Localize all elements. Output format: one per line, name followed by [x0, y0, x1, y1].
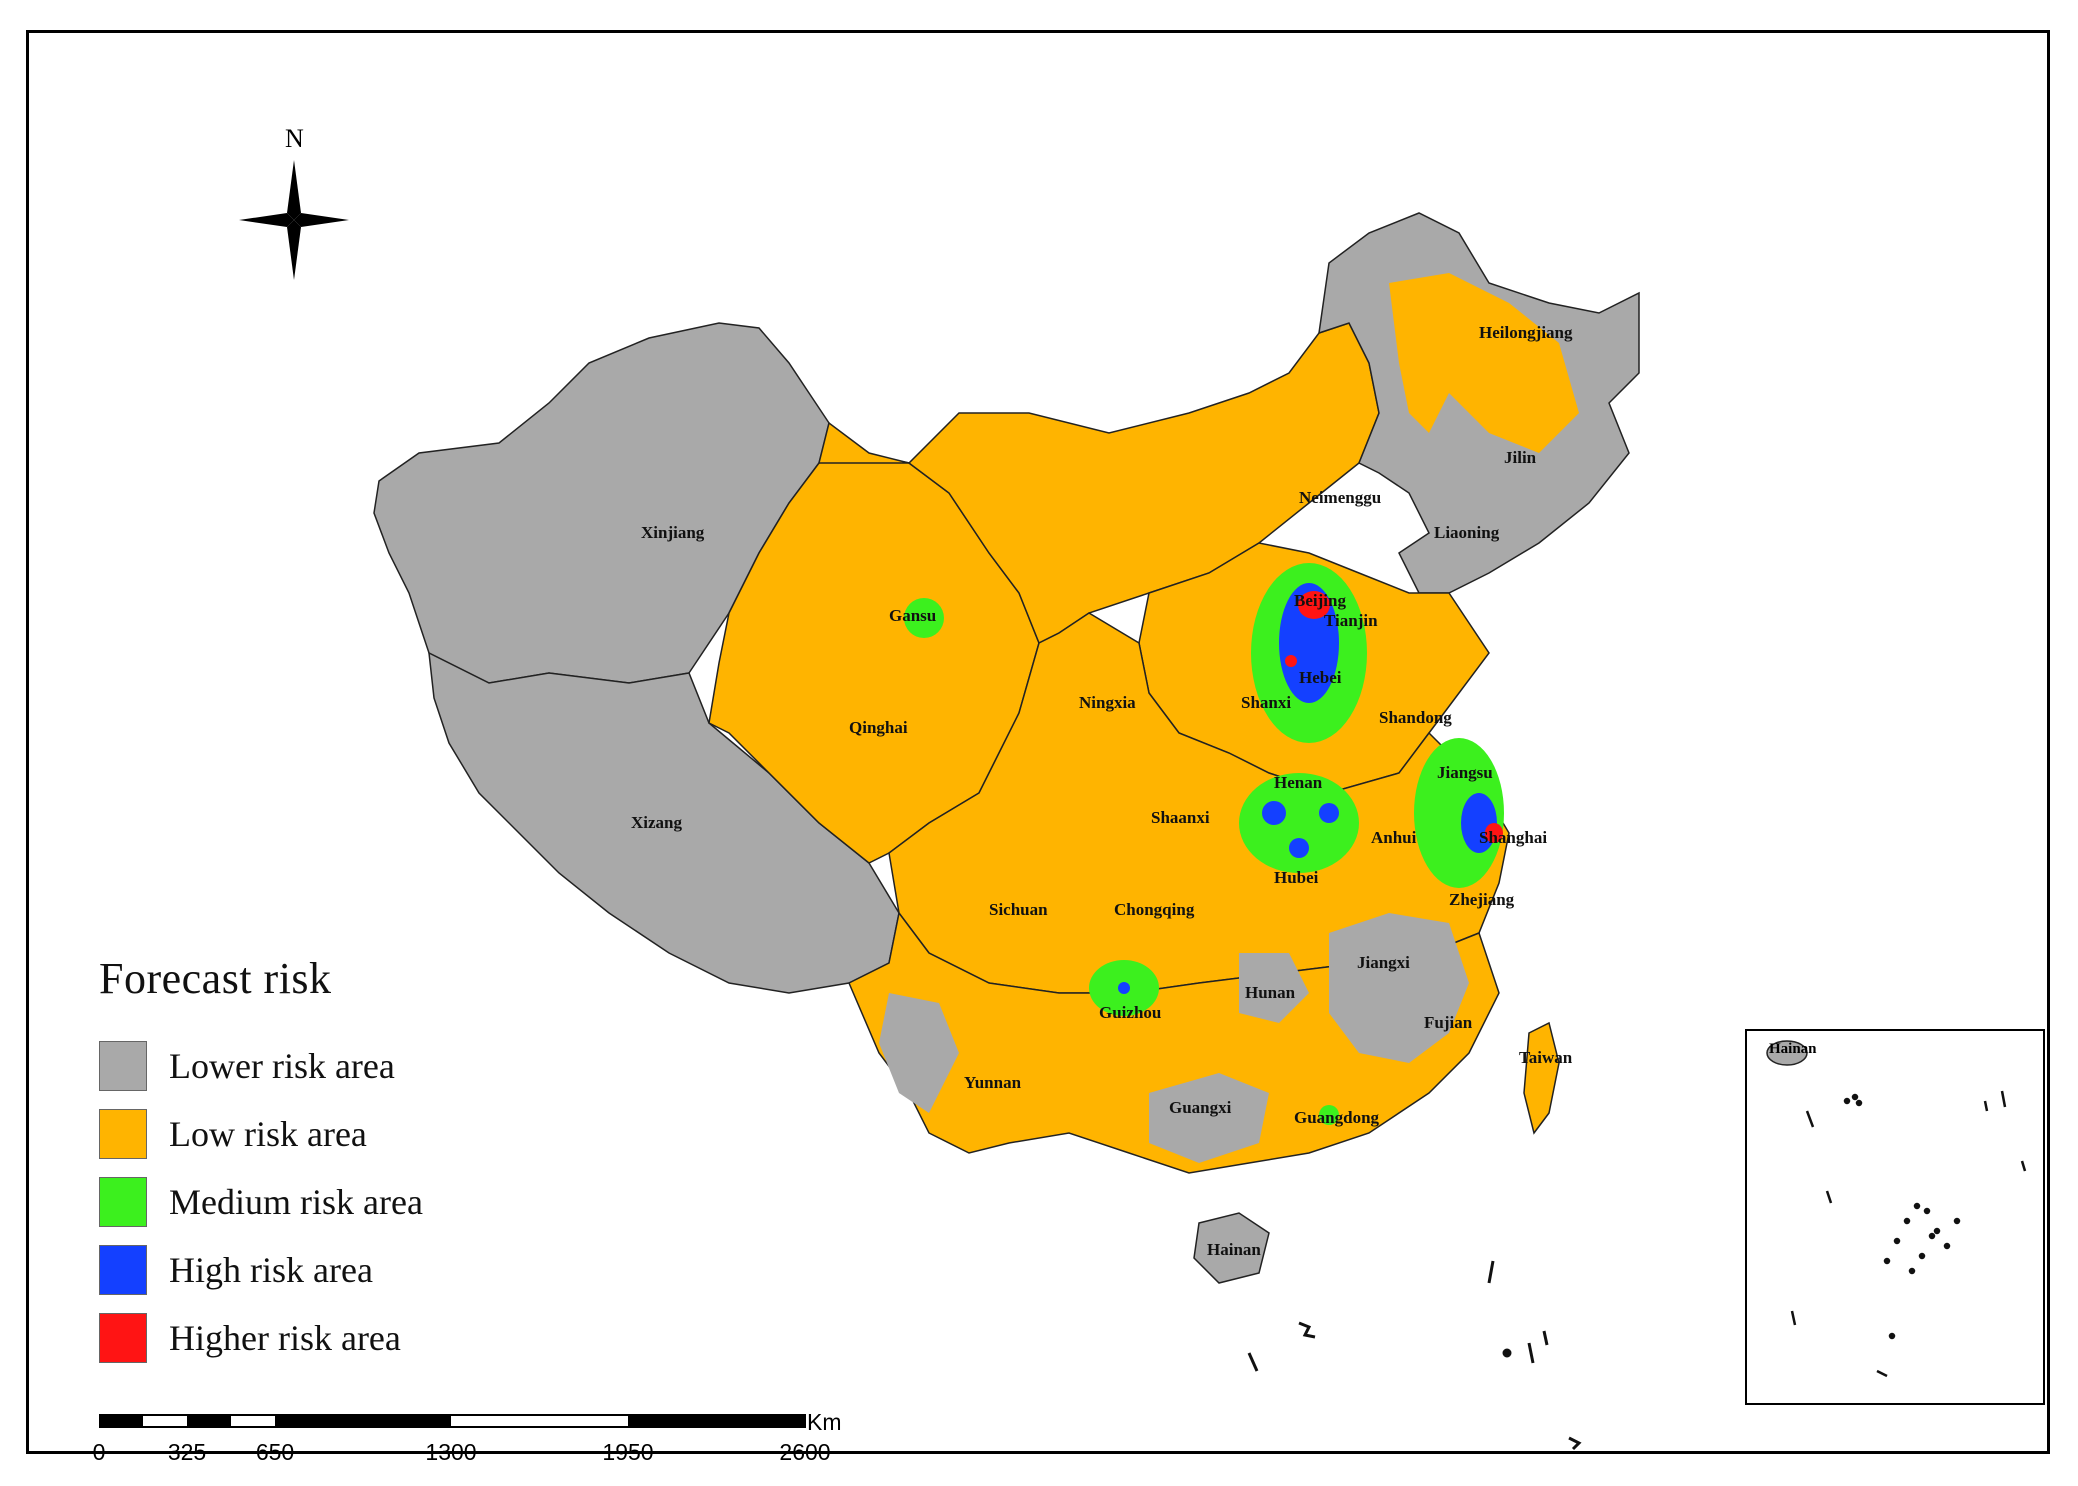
label-fujian: Fujian — [1424, 1013, 1473, 1032]
label-sichuan: Sichuan — [989, 900, 1048, 919]
legend-swatch — [99, 1177, 147, 1227]
label-jiangsu: Jiangsu — [1437, 763, 1493, 782]
hotspot-medium — [1239, 773, 1359, 873]
hotspot-high — [1319, 803, 1339, 823]
scale-tick: 2600 — [779, 1439, 831, 1465]
hotspot-higher — [1485, 823, 1503, 843]
legend-item-high: High risk area — [99, 1236, 423, 1304]
legend-item-medium: Medium risk area — [99, 1168, 423, 1236]
region-heilongjiang-low — [1389, 273, 1579, 453]
legend-label: Low risk area — [169, 1114, 367, 1154]
hotspot-medium — [904, 598, 944, 638]
scale-unit: Km — [807, 1409, 842, 1435]
scale-tick: 1950 — [602, 1439, 654, 1465]
legend-swatch — [99, 1041, 147, 1091]
risk-hotspots — [904, 563, 1504, 1125]
legend-label: High risk area — [169, 1250, 373, 1290]
label-beijing: Beijing — [1294, 591, 1346, 610]
legend-label: Higher risk area — [169, 1318, 401, 1358]
hotspot-higher — [1298, 591, 1330, 619]
label-liaoning: Liaoning — [1434, 523, 1500, 542]
hotspot-high — [1118, 982, 1130, 994]
inset-map: Hainan — [1745, 1029, 2045, 1405]
legend-label: Medium risk area — [169, 1182, 423, 1222]
label-zhejiang: Zhejiang — [1449, 890, 1515, 909]
label-taiwan: Taiwan — [1519, 1048, 1573, 1067]
label-jiangxi: Jiangxi — [1357, 953, 1410, 972]
label-anhui: Anhui — [1371, 828, 1417, 847]
hotspot-medium — [1319, 1105, 1339, 1125]
label-chongqing: Chongqing — [1114, 900, 1195, 919]
province-labels: Xinjiang Xizang Qinghai Gansu Neimenggu … — [631, 323, 1573, 1259]
legend-label: Lower risk area — [169, 1046, 395, 1086]
label-hunan: Hunan — [1245, 983, 1296, 1002]
label-guangdong: Guangdong — [1294, 1108, 1380, 1127]
region-hunan-lower — [1239, 953, 1309, 1023]
legend-swatch — [99, 1109, 147, 1159]
scale-tick: 325 — [167, 1439, 207, 1465]
china-risk-map: Xinjiang Xizang Qinghai Gansu Neimenggu … — [373, 212, 1640, 1451]
legend-item-low: Low risk area — [99, 1100, 423, 1168]
label-jilin: Jilin — [1504, 448, 1537, 467]
label-neimenggu: Neimenggu — [1299, 488, 1381, 507]
legend-item-higher: Higher risk area — [99, 1304, 423, 1372]
scale-bar: Km 0 325 650 1300 1950 2600 — [93, 1409, 859, 1471]
label-qinghai: Qinghai — [849, 718, 908, 737]
compass-icon: N — [239, 124, 349, 280]
region-taiwan — [1523, 1021, 1560, 1135]
north-arrow: N — [229, 124, 359, 295]
label-guangxi: Guangxi — [1169, 1098, 1232, 1117]
scale-tick: 0 — [92, 1439, 106, 1465]
inset-label: Hainan — [1769, 1041, 1817, 1057]
scale-tick: 1300 — [425, 1439, 477, 1465]
hotspot-high — [1289, 838, 1309, 858]
scale-tick: 650 — [255, 1439, 295, 1465]
inset-islands: Hainan — [1766, 1040, 2027, 1378]
region-yunnan-lower — [879, 993, 959, 1113]
label-hubei: Hubei — [1274, 868, 1319, 887]
label-shanghai: Shanghai — [1479, 828, 1547, 847]
scale-bar-graphic — [98, 1414, 806, 1428]
label-guizhou: Guizhou — [1099, 1003, 1161, 1022]
label-hebei: Hebei — [1299, 668, 1342, 687]
label-gansu: Gansu — [889, 606, 936, 625]
label-xinjiang: Xinjiang — [641, 523, 705, 542]
legend-title: Forecast risk — [99, 954, 332, 1003]
label-heilongjiang: Heilongjiang — [1479, 323, 1573, 342]
legend-swatch — [99, 1313, 147, 1363]
region-hainan — [1193, 1212, 1270, 1284]
legend: Forecast risk Lower risk area Low risk a… — [99, 953, 423, 1372]
south-sea-islands — [1247, 1260, 1582, 1451]
label-shandong: Shandong — [1379, 708, 1452, 727]
label-ningxia: Ningxia — [1079, 693, 1136, 712]
label-hainan: Hainan — [1207, 1240, 1261, 1259]
north-label: N — [285, 125, 304, 153]
hotspot-high — [1262, 801, 1286, 825]
hotspot-higher — [1285, 655, 1297, 667]
label-xizang: Xizang — [631, 813, 683, 832]
label-shaanxi: Shaanxi — [1151, 808, 1210, 827]
label-tianjin: Tianjin — [1324, 611, 1378, 630]
region-jiangxi-fujian-lower — [1329, 913, 1469, 1063]
label-shanxi: Shanxi — [1241, 693, 1291, 712]
label-henan: Henan — [1274, 773, 1323, 792]
legend-swatch — [99, 1245, 147, 1295]
legend-item-lower: Lower risk area — [99, 1032, 423, 1100]
map-frame: Xinjiang Xizang Qinghai Gansu Neimenggu … — [26, 30, 2050, 1465]
region-guangxi-lower — [1149, 1073, 1269, 1163]
label-yunnan: Yunnan — [964, 1073, 1022, 1092]
